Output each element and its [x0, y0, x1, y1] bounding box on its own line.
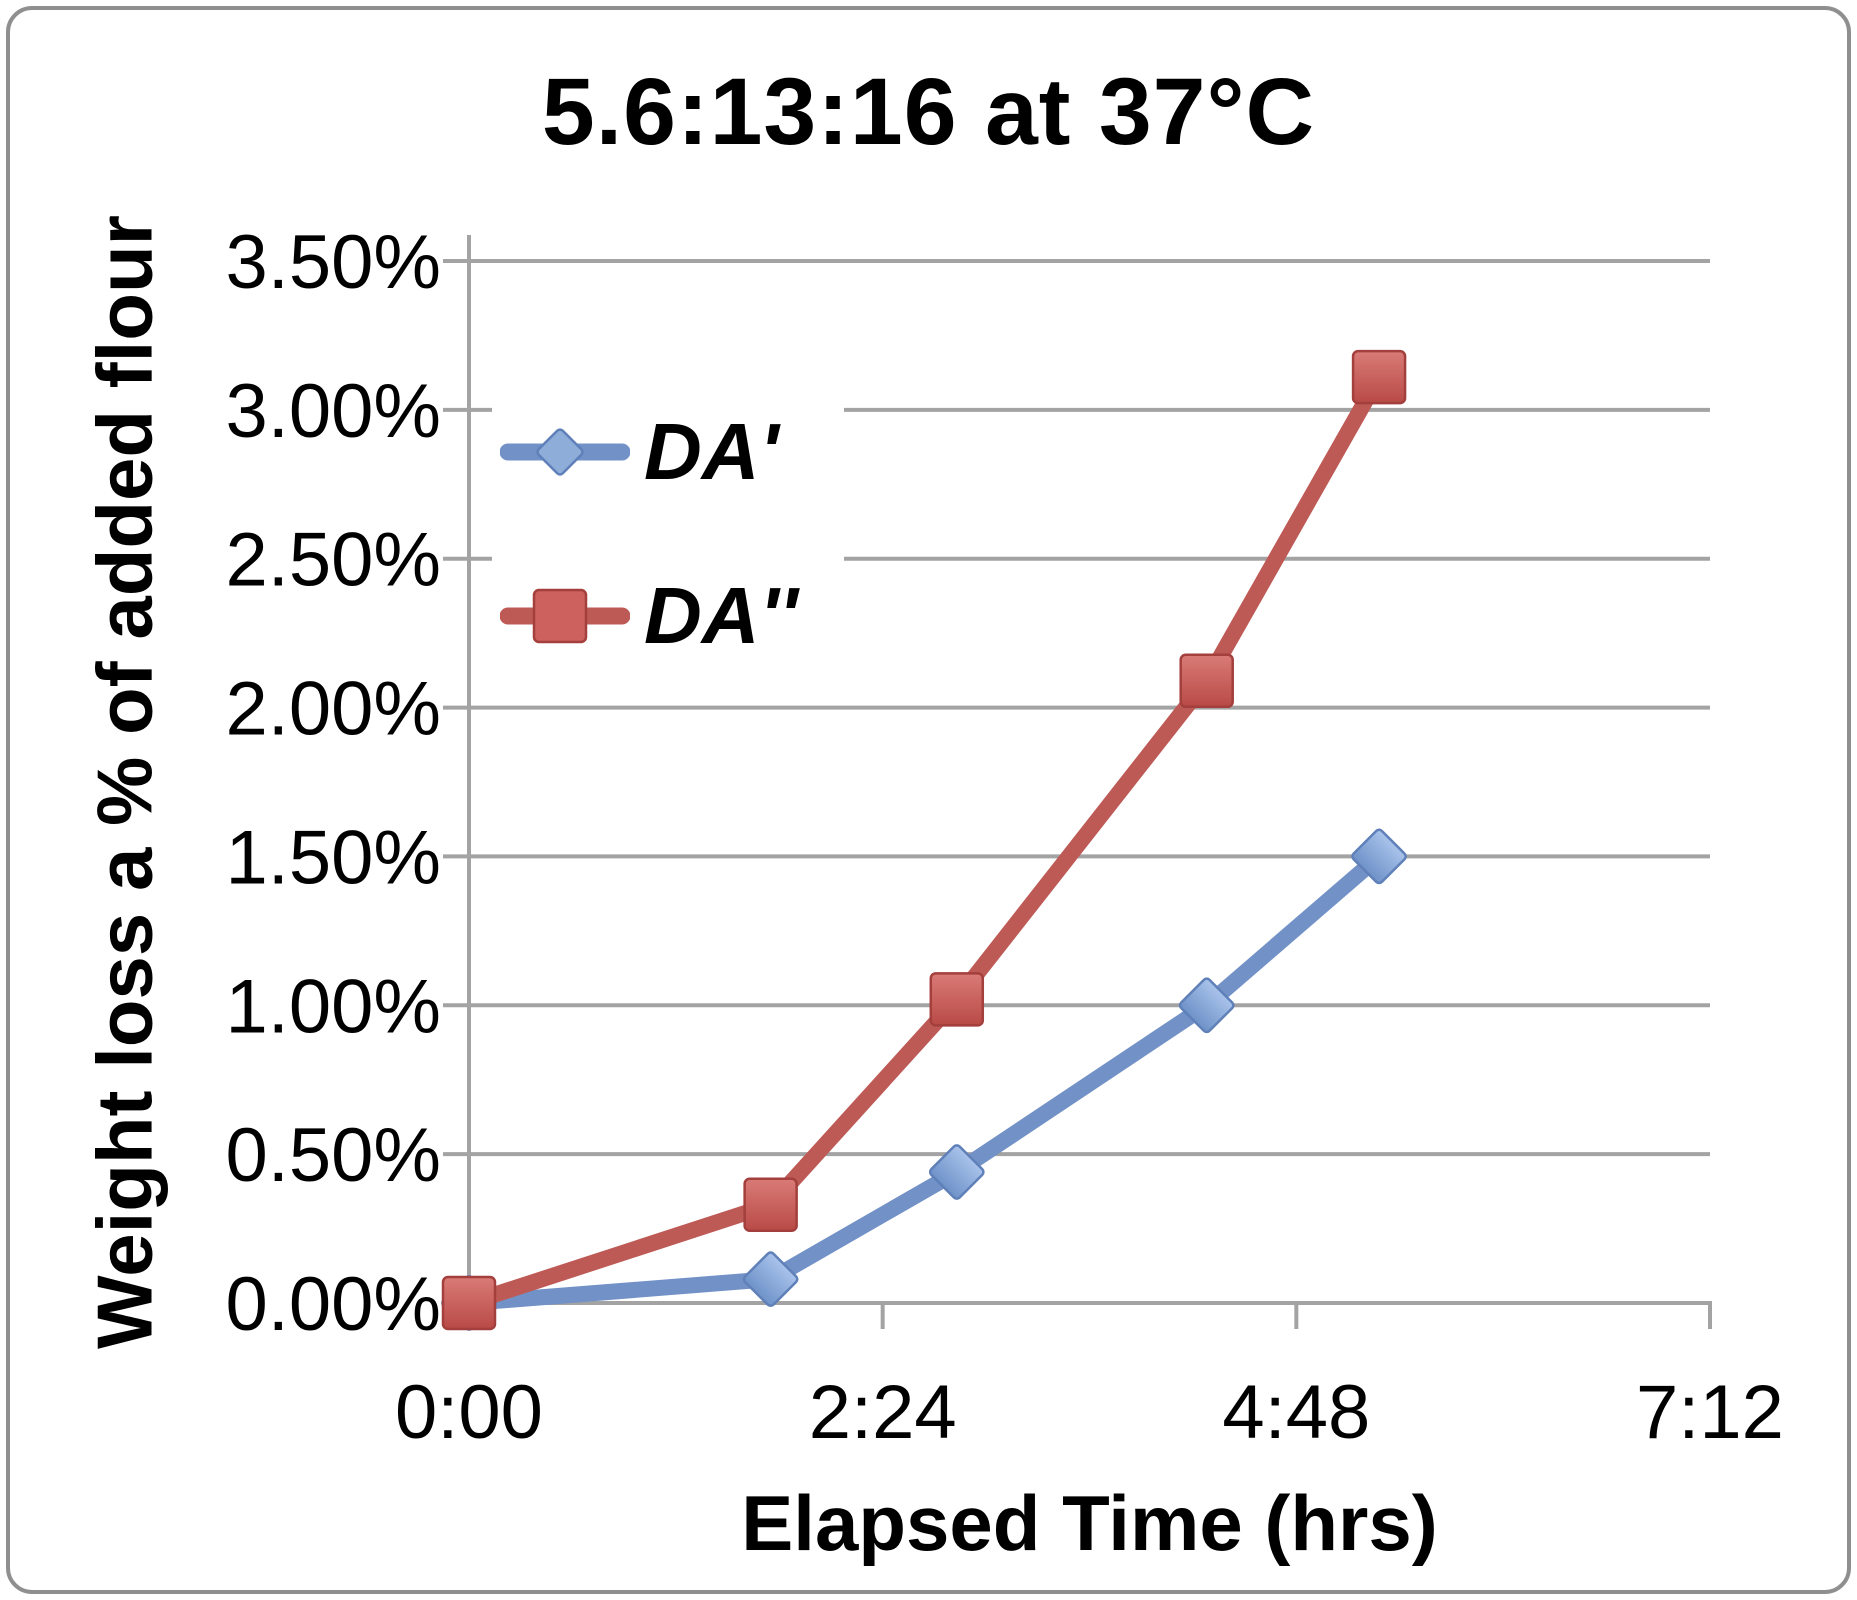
chart-title: 5.6:13:16 at 37°C — [541, 59, 1316, 165]
data-point-square — [441, 1275, 497, 1331]
data-point-square — [1351, 349, 1407, 405]
y-tick-label: 1.50% — [226, 815, 442, 900]
series-line-da-prime — [461, 848, 1388, 1311]
x-tick-label: 7:12 — [1636, 1370, 1784, 1455]
legend-label-da-double-prime: DA'' — [644, 571, 798, 660]
legend-label-da-prime: DA' — [644, 407, 779, 496]
legend-item-da-prime: DA' — [500, 412, 779, 492]
data-point-square — [1179, 653, 1234, 709]
y-tick-label: 0.50% — [226, 1113, 442, 1198]
y-tick-label: 3.50% — [226, 220, 442, 305]
x-axis-title: Elapsed Time (hrs) — [741, 1479, 1438, 1567]
y-axis-title: Weight loss a % of added flour — [80, 215, 169, 1349]
y-tick-label: 1.00% — [226, 964, 442, 1049]
x-tick-label: 2:24 — [809, 1370, 957, 1455]
x-tick-label: 0:00 — [395, 1370, 543, 1455]
x-tick-label: 4:48 — [1222, 1370, 1370, 1455]
data-point-square — [743, 1177, 798, 1233]
data-point-diamond — [1351, 828, 1407, 885]
legend: DA' DA'' — [492, 398, 844, 670]
legend-item-da-double-prime: DA'' — [500, 576, 798, 656]
data-point-diamond — [1178, 977, 1235, 1034]
data-point-diamond — [928, 1144, 985, 1200]
y-tick-label: 3.00% — [226, 369, 442, 454]
data-point-square — [929, 972, 985, 1027]
y-tick-label: 2.50% — [226, 518, 442, 603]
data-point-diamond — [742, 1251, 799, 1308]
y-tick-label: 0.00% — [226, 1262, 442, 1347]
y-tick-label: 2.00% — [226, 667, 442, 752]
legend-swatch-diamond-icon — [500, 428, 630, 476]
legend-swatch-square-icon — [500, 588, 630, 644]
